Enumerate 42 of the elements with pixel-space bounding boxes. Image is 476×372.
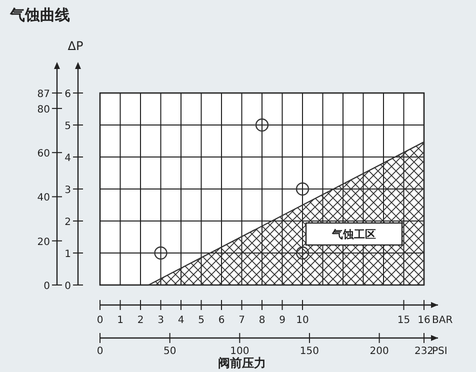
x2-tick-label: 100 xyxy=(230,346,250,357)
y2-tick-label: 80 xyxy=(37,104,50,116)
x-tick-label: 10 xyxy=(296,315,309,326)
x2-tick-label: 150 xyxy=(300,346,320,357)
x2-tick-label: 50 xyxy=(163,346,176,357)
y-axis-title: ΔP xyxy=(68,39,84,53)
y-tick-label: 0 xyxy=(64,281,71,292)
x-tick-label: 8 xyxy=(258,315,266,326)
x-tick-label: 16 xyxy=(418,315,430,326)
chart-title: 气蚀曲线 xyxy=(9,6,70,24)
y-tick-label: 1 xyxy=(64,249,71,260)
x-axis-title: BAR xyxy=(432,315,453,326)
x2-tick-label: 200 xyxy=(370,346,389,357)
x-tick-label: 6 xyxy=(218,315,225,326)
text: 阀前压力 xyxy=(218,356,266,370)
y2-tick-label: 0 xyxy=(44,281,50,292)
annotation: 气蚀工区 xyxy=(331,228,376,241)
y2-tick-label: 60 xyxy=(37,148,50,160)
x-tick-label: 2 xyxy=(137,315,144,326)
y2-tick-label: 87 xyxy=(37,89,50,100)
y2-tick-label: 20 xyxy=(37,236,50,248)
x-tick-label: 4 xyxy=(178,315,184,326)
x2-tick-label: 0 xyxy=(96,346,104,357)
point xyxy=(296,246,310,260)
x2-tick-label: 232 xyxy=(414,346,434,357)
x-tick-label: 7 xyxy=(238,315,245,326)
point xyxy=(255,118,269,132)
y-tick-label: 4 xyxy=(64,153,71,164)
x2-axis-title: PSI xyxy=(432,346,448,357)
x-tick-label: 0 xyxy=(96,315,104,326)
y-tick-label: 5 xyxy=(64,121,71,132)
x-tick-label: 5 xyxy=(198,315,204,326)
x-tick-label: 15 xyxy=(397,315,410,326)
x-tick-label: 9 xyxy=(279,315,286,326)
y-tick-label: 6 xyxy=(64,89,71,100)
point xyxy=(296,182,310,196)
y-tick-label: 3 xyxy=(64,185,71,196)
y-tick-label: 2 xyxy=(64,217,71,228)
point xyxy=(154,246,168,260)
x-tick-label: 3 xyxy=(158,315,164,326)
x-tick-label: 1 xyxy=(117,315,124,326)
y2-tick-label: 40 xyxy=(37,192,50,204)
